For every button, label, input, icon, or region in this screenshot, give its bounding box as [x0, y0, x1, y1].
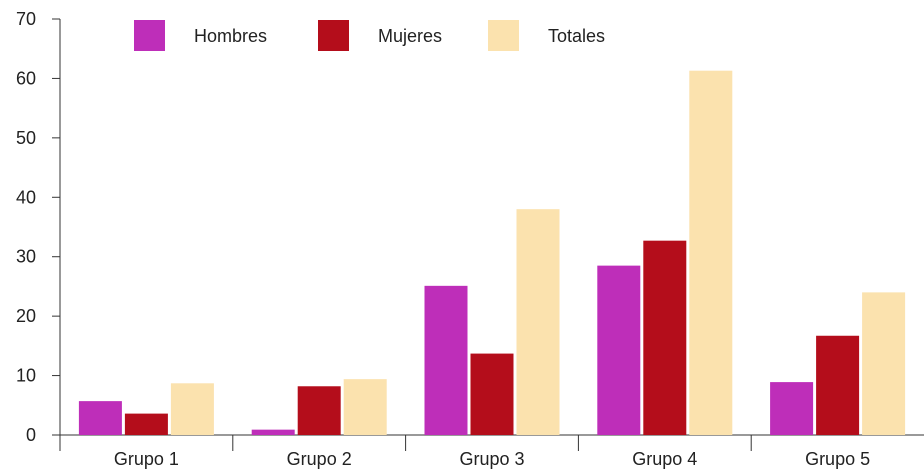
- legend-swatch: [488, 20, 519, 51]
- y-tick-label: 50: [16, 128, 36, 148]
- y-tick-label: 30: [16, 247, 36, 267]
- legend-label: Hombres: [194, 26, 267, 46]
- bar-hombres-4: [597, 265, 641, 435]
- bar-totales-2: [343, 379, 387, 435]
- legend-label: Totales: [548, 26, 605, 46]
- y-axis: 0 10 20 30 40 50 60 70: [16, 9, 61, 445]
- bar-mujeres-2: [297, 386, 341, 435]
- legend-swatch: [318, 20, 349, 51]
- bar-hombres-5: [770, 382, 814, 435]
- x-category-label: Grupo 2: [287, 449, 352, 469]
- x-category-label: Grupo 1: [114, 449, 179, 469]
- bars: [78, 70, 906, 436]
- bar-mujeres-4: [643, 240, 687, 435]
- bar-mujeres-3: [470, 353, 514, 435]
- x-category-label: Grupo 4: [632, 449, 697, 469]
- bar-totales-5: [862, 292, 906, 435]
- bar-mujeres-5: [816, 335, 860, 435]
- bar-totales-3: [516, 209, 560, 435]
- bar-totales-1: [170, 383, 214, 435]
- bar-hombres-3: [424, 285, 468, 435]
- legend: Hombres Mujeres Totales: [134, 20, 605, 51]
- bar-mujeres-1: [124, 413, 168, 435]
- bar-hombres-1: [78, 401, 122, 435]
- x-axis: Grupo 1 Grupo 2 Grupo 3 Grupo 4 Grupo 5: [59, 434, 924, 469]
- bar-hombres-2: [251, 429, 295, 435]
- y-tick-label: 40: [16, 187, 36, 207]
- y-tick-label: 20: [16, 306, 36, 326]
- bar-totales-4: [689, 70, 733, 436]
- legend-swatch: [134, 20, 165, 51]
- y-tick-label: 10: [16, 366, 36, 386]
- legend-label: Mujeres: [378, 26, 442, 46]
- y-tick-label: 0: [26, 425, 36, 445]
- y-tick-label: 60: [16, 68, 36, 88]
- x-category-label: Grupo 5: [805, 449, 870, 469]
- y-tick-label: 70: [16, 9, 36, 29]
- x-category-label: Grupo 3: [459, 449, 524, 469]
